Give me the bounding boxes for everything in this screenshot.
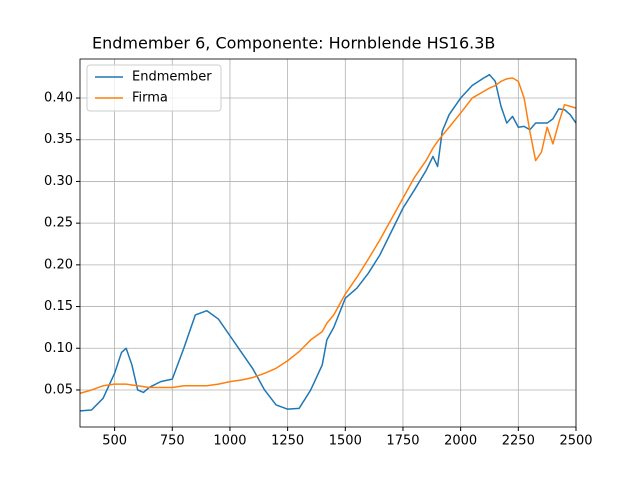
legend-label: Endmember bbox=[132, 70, 212, 85]
legend-label: Firma bbox=[132, 91, 168, 106]
y-tick-label: 0.20 bbox=[44, 257, 73, 272]
x-tick-label: 500 bbox=[102, 434, 127, 449]
y-tick-label: 0.40 bbox=[44, 91, 73, 106]
chart-title: Endmember 6, Componente: Hornblende HS16… bbox=[92, 34, 495, 53]
x-tick-label: 1750 bbox=[386, 434, 419, 449]
y-tick-label: 0.10 bbox=[44, 341, 73, 356]
y-tick-label: 0.05 bbox=[44, 382, 73, 397]
y-tick-label: 0.25 bbox=[44, 216, 73, 231]
axes-frame bbox=[79, 58, 577, 428]
x-tick-label: 2250 bbox=[502, 434, 535, 449]
x-tick-label: 1500 bbox=[329, 434, 362, 449]
x-tick-label: 1000 bbox=[213, 434, 246, 449]
x-tick-label: 2000 bbox=[444, 434, 477, 449]
y-tick-label: 0.30 bbox=[44, 174, 73, 189]
data-line bbox=[80, 73, 576, 412]
y-tick-label: 0.35 bbox=[44, 132, 73, 147]
y-tick-label: 0.15 bbox=[44, 299, 73, 314]
x-tick-label: 2500 bbox=[559, 434, 592, 449]
x-tick-label: 1250 bbox=[271, 434, 304, 449]
x-tick-label: 750 bbox=[160, 434, 185, 449]
data-line bbox=[80, 77, 576, 395]
